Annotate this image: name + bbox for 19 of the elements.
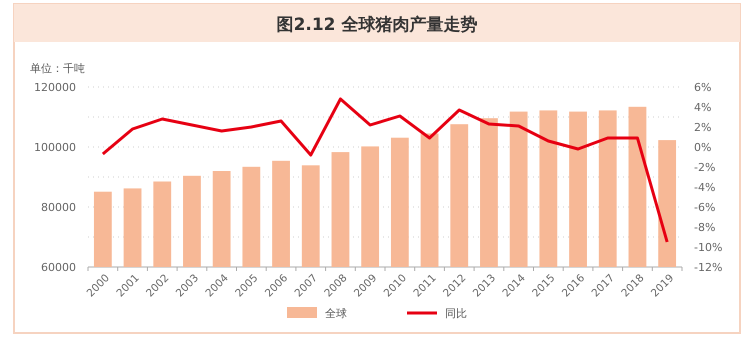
y2-tick-label: 2% <box>694 121 712 134</box>
y2-tick-label: -8% <box>694 221 716 234</box>
y2-tick-label: -4% <box>694 181 716 194</box>
y-tick-label: 80000 <box>41 201 76 214</box>
y-tick-label: 60000 <box>41 261 76 274</box>
y2-tick-label: -10% <box>694 241 722 254</box>
y-tick-label: 120000 <box>34 81 76 94</box>
y2-tick-label: 0% <box>694 141 712 154</box>
y2-tick-label: -12% <box>694 261 722 274</box>
y-axis-title: 单位：千吨 <box>30 62 85 75</box>
y2-tick-label: -2% <box>694 161 716 174</box>
y2-tick-label: 4% <box>694 101 712 114</box>
chart-title: 图2.12 全球猪肉产量走势 <box>276 15 478 35</box>
legend-label: 同比 <box>445 307 467 320</box>
line-series <box>101 98 669 244</box>
y-tick-label: 100000 <box>34 141 76 154</box>
y2-tick-label: 6% <box>694 81 712 94</box>
legend-label: 全球 <box>325 307 347 320</box>
y2-tick-label: -6% <box>694 201 716 214</box>
